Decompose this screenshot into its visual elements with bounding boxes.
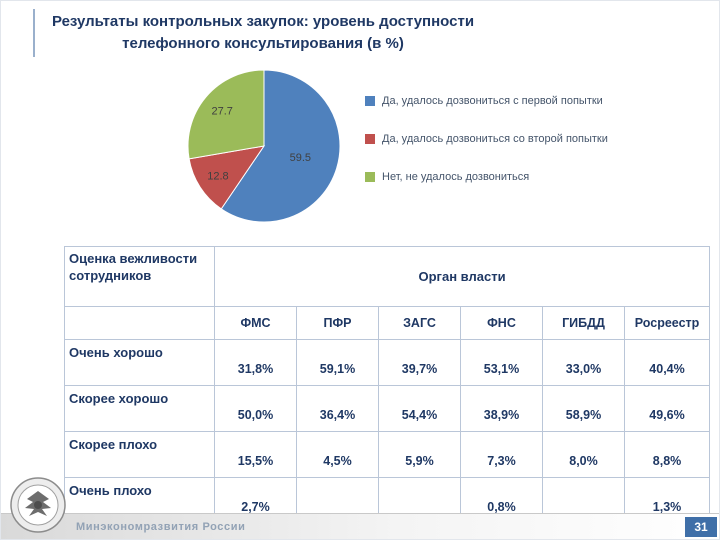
table-cell: 39,7% <box>378 338 461 386</box>
pie-chart: 59.5 12.8 27.7 <box>179 61 349 236</box>
table-cell: 8,8% <box>623 430 711 478</box>
pie-slice <box>220 68 341 222</box>
footer-organization: Минэкономразвития России <box>76 521 246 533</box>
pie-chart-svg: 59.5 12.8 27.7 <box>187 68 341 222</box>
table-cell: 33,0% <box>542 338 625 386</box>
column-header: ГИБДД <box>542 305 625 340</box>
corner-empty-cell <box>64 305 215 340</box>
table-cell: 38,9% <box>460 384 543 432</box>
page-title: Результаты контрольных закупок: уровень … <box>51 13 475 52</box>
politeness-table: Оценка вежливости сотрудников Орган влас… <box>64 245 711 524</box>
table-row: ФМС ПФР ЗАГС ФНС ГИБДД Росреестр <box>64 305 711 340</box>
table-cell: 59,1% <box>296 338 379 386</box>
column-header: ФМС <box>214 305 297 340</box>
footer-bar <box>1 513 719 539</box>
table-row: Скорее плохо 15,5% 4,5% 5,9% 7,3% 8,0% 8… <box>64 430 711 478</box>
table-row: Оценка вежливости сотрудников Орган влас… <box>64 245 711 307</box>
table-cell: 15,5% <box>214 430 297 478</box>
column-header: ЗАГС <box>378 305 461 340</box>
pie-value-label: 12.8 <box>207 170 228 182</box>
legend-label: Да, удалось дозвониться со второй попытк… <box>382 132 608 145</box>
pie-slice <box>187 68 265 159</box>
table-cell: 54,4% <box>378 384 461 432</box>
table-row: Очень хорошо 31,8% 59,1% 39,7% 53,1% 33,… <box>64 338 711 386</box>
row-label: Очень хорошо <box>64 338 215 386</box>
legend-swatch-red <box>365 133 375 144</box>
table-cell: 40,4% <box>623 338 711 386</box>
row-header-title: Оценка вежливости сотрудников <box>64 245 215 307</box>
table-cell: 50,0% <box>214 384 297 432</box>
table-row: Скорее хорошо 50,0% 36,4% 54,4% 38,9% 58… <box>64 384 711 432</box>
legend-item: Да, удалось дозвониться с первой попытки <box>365 95 608 107</box>
coat-of-arms-logo <box>10 477 66 533</box>
legend-swatch-blue <box>365 95 375 106</box>
table-cell: 36,4% <box>296 384 379 432</box>
table-cell: 31,8% <box>214 338 297 386</box>
pie-slice <box>188 144 266 210</box>
pie-value-label: 59.5 <box>290 152 311 164</box>
title-block: Результаты контрольных закупок: уровень … <box>33 9 491 57</box>
column-header: Росреестр <box>623 305 711 340</box>
legend-item: Да, удалось дозвониться со второй попытк… <box>365 133 608 145</box>
legend-label: Да, удалось дозвониться с первой попытки <box>382 94 603 107</box>
table-cell: 5,9% <box>378 430 461 478</box>
page-number: 31 <box>685 517 717 537</box>
table-cell: 58,9% <box>542 384 625 432</box>
table-cell: 4,5% <box>296 430 379 478</box>
column-header: ПФР <box>296 305 379 340</box>
column-group-header: Орган власти <box>213 245 711 307</box>
table-cell: 49,6% <box>623 384 711 432</box>
row-label: Скорее хорошо <box>64 384 215 432</box>
column-header: ФНС <box>460 305 543 340</box>
chart-section: 59.5 12.8 27.7 Да, удалось дозвониться с п… <box>1 61 719 236</box>
chart-legend: Да, удалось дозвониться с первой попытки… <box>365 95 608 183</box>
table-cell: 8,0% <box>542 430 625 478</box>
table-cell: 53,1% <box>460 338 543 386</box>
legend-item: Нет, не удалось дозвониться <box>365 171 608 183</box>
row-label: Скорее плохо <box>64 430 215 478</box>
legend-swatch-green <box>365 171 375 182</box>
table-cell: 7,3% <box>460 430 543 478</box>
pie-value-label: 27.7 <box>211 105 232 117</box>
legend-label: Нет, не удалось дозвониться <box>382 170 530 183</box>
